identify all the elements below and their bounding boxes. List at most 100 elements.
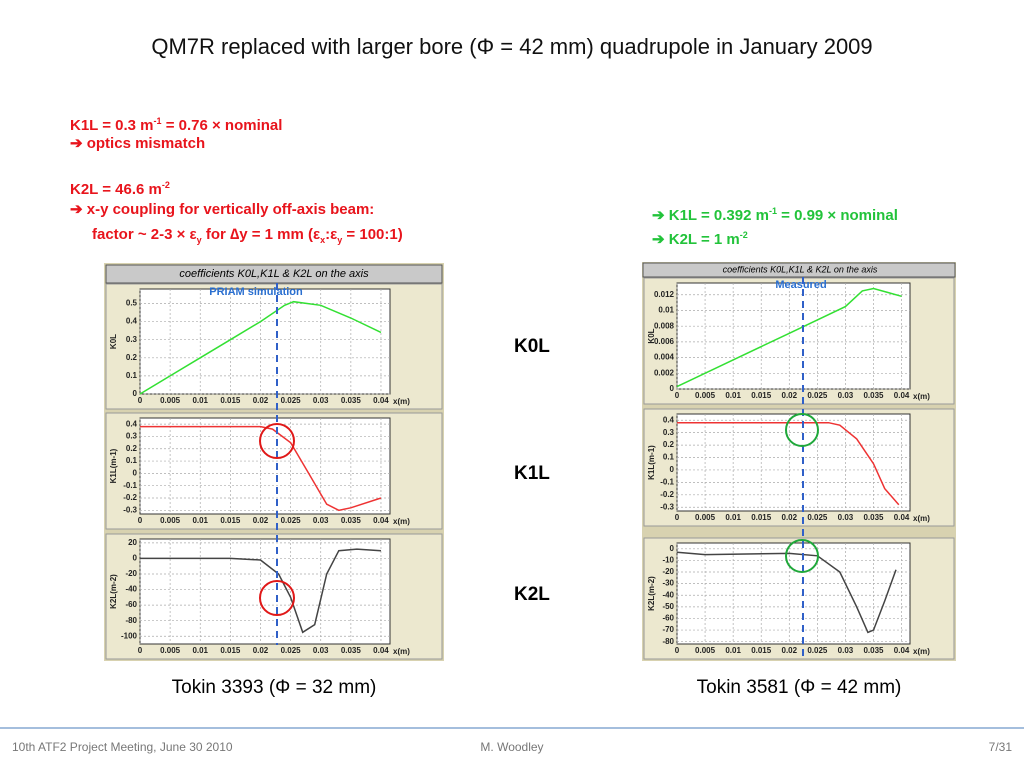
y-tick-label: 0.012 bbox=[654, 290, 675, 299]
x-axis-label: x(m) bbox=[913, 514, 930, 523]
x-tick-label: 0.015 bbox=[751, 391, 772, 400]
x-tick-label: 0.04 bbox=[373, 646, 389, 655]
plot-area bbox=[676, 542, 911, 645]
text: x bbox=[320, 235, 326, 245]
y-tick-label: 20 bbox=[128, 538, 137, 547]
data-line bbox=[676, 551, 897, 634]
x-tick-label: 0 bbox=[675, 646, 680, 655]
footer-center: M. Woodley bbox=[480, 740, 543, 754]
x-tick-label: 0 bbox=[675, 513, 680, 522]
x-tick-label: 0.04 bbox=[894, 646, 910, 655]
frame-title: coefficients K0L,K1L & K2L on the axis bbox=[723, 264, 878, 274]
frame-title: coefficients K0L,K1L & K2L on the axis bbox=[179, 268, 369, 280]
y-tick-label: 0.5 bbox=[126, 299, 138, 308]
y-tick-label: 0.01 bbox=[658, 306, 674, 315]
x-tick-label: 0.03 bbox=[838, 646, 854, 655]
x-tick-label: 0.025 bbox=[807, 513, 828, 522]
x-tick-label: 0.015 bbox=[220, 516, 241, 525]
y-tick-label: -70 bbox=[662, 625, 674, 634]
plot-area bbox=[139, 417, 391, 515]
highlight bbox=[259, 423, 295, 459]
text: -2 bbox=[739, 230, 748, 240]
row-label: K2L bbox=[514, 584, 550, 605]
highlight bbox=[259, 580, 295, 616]
text: K2L = 46.6 m bbox=[70, 181, 162, 198]
y-tick-label: -60 bbox=[662, 614, 674, 623]
y-tick-label: -0.1 bbox=[123, 481, 137, 490]
x-tick-label: 0.035 bbox=[863, 646, 884, 655]
x-tick-label: 0.035 bbox=[341, 646, 362, 655]
text: y bbox=[196, 235, 202, 245]
y-tick-label: -0.1 bbox=[660, 478, 674, 487]
data-line bbox=[140, 425, 382, 512]
data-line bbox=[677, 421, 900, 506]
y-tick-label: -40 bbox=[662, 590, 674, 599]
y-tick-label: 0.2 bbox=[663, 440, 675, 449]
slide-title: QM7R replaced with larger bore (Φ = 42 m… bbox=[151, 34, 873, 59]
x-tick-label: 0.03 bbox=[838, 391, 854, 400]
x-tick-label: 0.025 bbox=[281, 516, 302, 525]
x-axis-label: x(m) bbox=[393, 647, 410, 656]
x-tick-label: 0.02 bbox=[253, 516, 269, 525]
annotation: Measured bbox=[775, 279, 826, 291]
x-tick-label: 0 bbox=[138, 396, 143, 405]
y-tick-label: -0.3 bbox=[660, 502, 674, 511]
x-tick-label: 0.035 bbox=[863, 513, 884, 522]
x-tick-label: 0.03 bbox=[313, 646, 329, 655]
x-tick-label: 0.02 bbox=[782, 391, 798, 400]
y-tick-label: -40 bbox=[125, 585, 137, 594]
x-tick-label: 0.025 bbox=[281, 396, 302, 405]
y-tick-label: -0.2 bbox=[123, 493, 137, 502]
x-tick-label: 0.015 bbox=[751, 646, 772, 655]
y-tick-label: 0.4 bbox=[126, 317, 138, 326]
y-tick-label: 0.2 bbox=[126, 444, 138, 453]
y-tick-label: 0 bbox=[670, 384, 675, 393]
x-tick-label: 0.005 bbox=[695, 646, 716, 655]
note: K1L = 0.3 m-1 = 0.76 × nominal bbox=[70, 110, 282, 137]
data-line bbox=[139, 300, 382, 395]
x-tick-label: 0.04 bbox=[894, 391, 910, 400]
y-axis-label: K2L(m-2) bbox=[109, 574, 118, 609]
y-tick-label: 0.3 bbox=[663, 428, 675, 437]
x-tick-label: 0.03 bbox=[313, 516, 329, 525]
y-tick-label: 0 bbox=[670, 544, 675, 553]
y-axis-label: K0L bbox=[109, 334, 118, 349]
x-tick-label: 0.01 bbox=[192, 516, 208, 525]
y-tick-label: 0.008 bbox=[654, 321, 675, 330]
data-line bbox=[140, 548, 382, 634]
footer-left: 10th ATF2 Project Meeting, June 30 2010 bbox=[12, 740, 233, 754]
x-tick-label: 0.005 bbox=[695, 513, 716, 522]
y-tick-label: -100 bbox=[121, 631, 138, 640]
note: ➔ K2L = 1 m-2 bbox=[652, 224, 748, 251]
y-tick-label: 0.2 bbox=[126, 353, 138, 362]
text: = 0.99 × nominal bbox=[776, 207, 898, 224]
footer-right: 7/31 bbox=[989, 740, 1013, 754]
y-axis-label: K0L bbox=[647, 328, 656, 343]
y-tick-label: -80 bbox=[125, 616, 137, 625]
y-tick-label: -30 bbox=[662, 579, 674, 588]
x-tick-label: 0.02 bbox=[782, 646, 798, 655]
x-tick-label: 0 bbox=[138, 646, 143, 655]
text: y bbox=[337, 235, 343, 245]
note: ➔ K1L = 0.392 m-1 = 0.99 × nominal bbox=[652, 200, 898, 227]
y-tick-label: -50 bbox=[662, 602, 674, 611]
text: ➔ K1L = 0.392 m bbox=[652, 207, 769, 224]
x-tick-label: 0.015 bbox=[751, 513, 772, 522]
y-tick-label: 0 bbox=[133, 554, 138, 563]
x-tick-label: 0.015 bbox=[220, 396, 241, 405]
text: for ∆y = 1 mm (ε bbox=[201, 226, 321, 243]
x-tick-label: 0.04 bbox=[894, 513, 910, 522]
x-tick-label: 0.015 bbox=[220, 646, 241, 655]
x-tick-label: 0.025 bbox=[807, 391, 828, 400]
x-axis-label: x(m) bbox=[393, 517, 410, 526]
y-tick-label: 0 bbox=[133, 468, 138, 477]
x-tick-label: 0.005 bbox=[160, 646, 181, 655]
y-tick-label: -20 bbox=[125, 569, 137, 578]
y-tick-label: 0.4 bbox=[126, 419, 138, 428]
x-tick-label: 0.02 bbox=[782, 513, 798, 522]
x-axis-label: x(m) bbox=[913, 647, 930, 656]
x-tick-label: 0.035 bbox=[341, 396, 362, 405]
x-tick-label: 0 bbox=[138, 516, 143, 525]
note: factor ~ 2-3 × εy for ∆y = 1 mm (εx:εy =… bbox=[92, 224, 403, 251]
